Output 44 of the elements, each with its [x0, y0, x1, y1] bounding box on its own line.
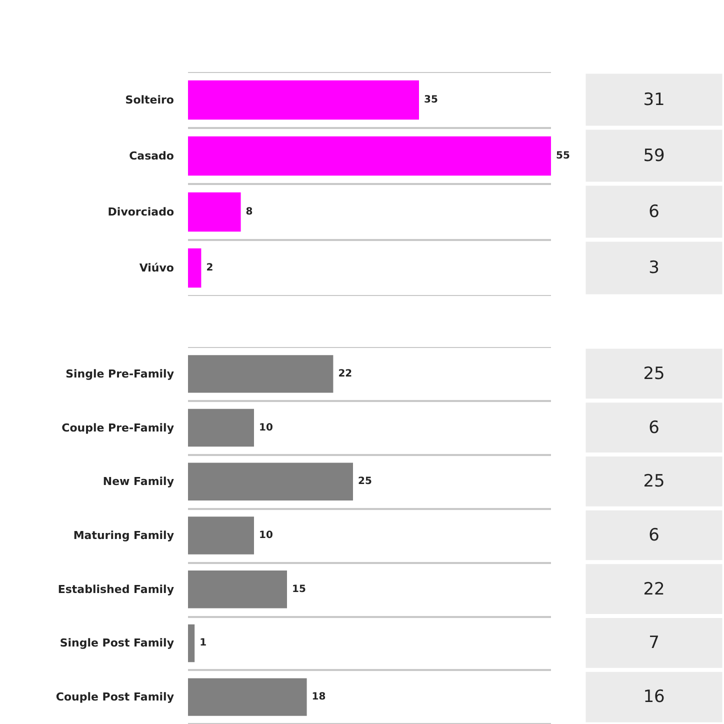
- bar: [188, 516, 254, 554]
- y-tick-label: Single Pre-Family: [66, 367, 174, 380]
- data-label: 31: [643, 90, 665, 110]
- data-label: 3: [648, 258, 660, 278]
- bar: [188, 408, 254, 447]
- bar: [188, 462, 353, 500]
- bar: [188, 678, 307, 716]
- data-label: 18: [312, 692, 326, 703]
- data-label: 6: [648, 526, 660, 546]
- data-label: 2: [206, 262, 214, 274]
- data-label: 16: [643, 687, 665, 708]
- y-tick-label: Divorciado: [108, 206, 174, 218]
- y-tick-label: Couple Pre-Family: [62, 421, 174, 434]
- data-label: 22: [643, 579, 665, 600]
- bar: [188, 248, 202, 288]
- y-tick-label: Maturing Family: [73, 529, 174, 542]
- y-tick-label: Established Family: [58, 582, 174, 596]
- data-label: 15: [292, 584, 306, 595]
- data-label: 10: [259, 530, 273, 541]
- data-label: 6: [648, 418, 660, 438]
- y-tick-label: Casado: [129, 150, 174, 162]
- data-label: 1: [200, 638, 207, 649]
- data-label: 6: [648, 202, 660, 222]
- data-label: 35: [424, 94, 438, 106]
- data-label: 10: [259, 422, 273, 434]
- data-label: 7: [648, 633, 660, 654]
- y-tick-label: Solteiro: [125, 94, 174, 106]
- data-label: 25: [643, 364, 665, 384]
- y-tick-label: Single Post Family: [60, 636, 174, 650]
- bar: [188, 136, 551, 176]
- data-label: 25: [643, 472, 665, 492]
- bar: [188, 570, 287, 608]
- y-tick-label: New Family: [102, 475, 174, 488]
- bar: [188, 192, 241, 232]
- y-tick-label: Couple Post Family: [56, 690, 174, 704]
- y-tick-label: Viúvo: [139, 262, 174, 274]
- data-label: 55: [556, 150, 570, 162]
- data-label: 22: [338, 368, 352, 380]
- bar: [188, 624, 195, 662]
- data-label: 59: [643, 146, 665, 166]
- bar: [188, 80, 419, 120]
- data-label: 8: [246, 206, 253, 218]
- bar: [188, 355, 334, 393]
- data-label: 25: [358, 476, 372, 488]
